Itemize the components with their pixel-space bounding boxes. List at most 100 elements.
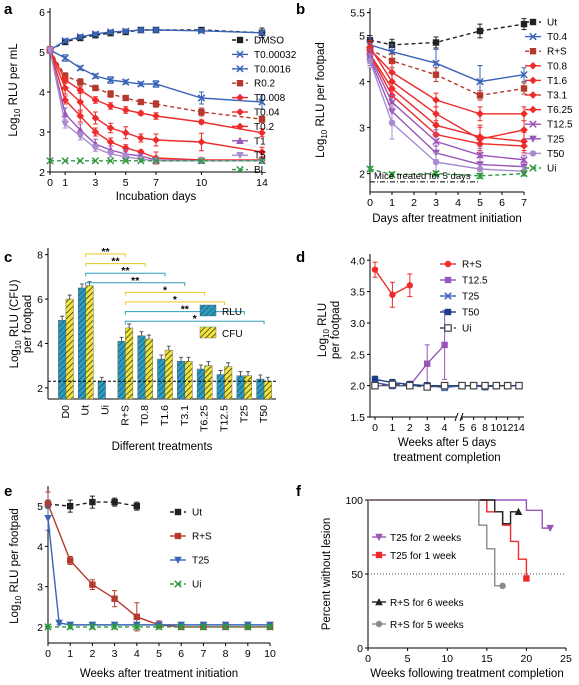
legend-marker xyxy=(529,32,537,41)
legend-marker xyxy=(236,108,244,116)
series-Ui xyxy=(366,165,528,180)
error-bar xyxy=(265,376,270,382)
y-tick-label: 3.5 xyxy=(350,287,365,299)
legend-item: R+S xyxy=(440,260,482,271)
data-point xyxy=(91,96,100,104)
data-point xyxy=(503,381,512,390)
legend-label: T25 xyxy=(192,556,210,567)
x-axis-title: Different treatments xyxy=(112,441,213,453)
x-tick-label: 7 xyxy=(521,197,527,209)
error-bar xyxy=(198,364,203,370)
treatment-annotation: Mice treated for 5 days xyxy=(374,171,471,182)
legend-item: T0.0016 xyxy=(232,64,291,75)
bar xyxy=(117,341,126,400)
legend-label: Ui xyxy=(547,164,556,175)
significance-bracket xyxy=(124,301,225,305)
data-point xyxy=(89,498,96,506)
data-point xyxy=(406,381,414,390)
x-tick-label: 7 xyxy=(153,177,159,189)
data-point xyxy=(137,157,145,165)
y-axis-title: Log10 RLU xyxy=(317,303,331,357)
y-tick-label: 3 xyxy=(359,123,365,135)
legend-item: Ui xyxy=(440,324,471,335)
data-point xyxy=(67,502,74,510)
x-tick-label: 3 xyxy=(433,197,439,209)
data-point xyxy=(199,623,208,631)
data-point xyxy=(244,623,252,631)
panel-c: 2 4 6 8 D0 Ut Ui R+S T0.8 T1.6 T3.1 T6.25 T12.5 T25 T5… xyxy=(9,246,276,453)
significance-label: * xyxy=(163,284,168,296)
data-point xyxy=(91,114,100,122)
data-point xyxy=(137,26,145,34)
y-tick-label: 4.0 xyxy=(350,255,365,267)
series-T0.00032 xyxy=(46,26,266,54)
significance-label: ** xyxy=(181,304,190,316)
series-BL xyxy=(46,157,266,165)
data-point xyxy=(76,126,85,134)
data-point xyxy=(106,157,115,165)
legend-label: T50 xyxy=(547,149,565,160)
x-tick-label: 1 xyxy=(67,648,73,660)
legend-marker xyxy=(236,36,244,44)
legend-marker xyxy=(529,105,537,114)
legend-swatch xyxy=(199,326,217,339)
legend-label: T0.8 xyxy=(547,61,567,72)
x-tick-label: 8 xyxy=(482,422,488,434)
series-line xyxy=(368,499,551,529)
data-point xyxy=(476,172,484,180)
data-point xyxy=(46,157,54,165)
y-tick-label: 5.5 xyxy=(350,8,365,20)
data-point xyxy=(197,27,206,35)
x-tick-label: 4 xyxy=(134,648,140,660)
legend-label: T25 for 2 weeks xyxy=(390,533,461,544)
series-T12.5 xyxy=(371,309,448,390)
x-tick-label: T25 xyxy=(238,405,250,423)
legend-marker xyxy=(174,580,182,588)
x-tick-label: 3 xyxy=(424,422,430,434)
data-point xyxy=(122,94,129,102)
data-point xyxy=(520,169,528,178)
panel-letter-f: f xyxy=(296,483,302,500)
x-tick-label: Ut xyxy=(80,405,92,416)
series-Ui xyxy=(371,380,523,391)
y-tick-label: 2 xyxy=(37,622,43,634)
data-point xyxy=(106,76,115,84)
data-point xyxy=(476,110,484,118)
x-tick-label: 2 xyxy=(407,422,413,434)
data-point xyxy=(406,282,413,289)
data-point xyxy=(111,595,118,602)
data-point xyxy=(546,524,554,533)
data-point xyxy=(121,27,130,35)
legend-marker xyxy=(444,260,452,268)
x-tick-label: Ui xyxy=(100,405,112,415)
data-point xyxy=(388,57,396,65)
data-point xyxy=(177,623,185,631)
data-point xyxy=(266,623,274,631)
x-tick-label: T1.6 xyxy=(159,405,171,426)
x-tick-label: 5 xyxy=(156,648,162,660)
data-point xyxy=(481,381,489,390)
data-point xyxy=(137,134,145,142)
data-point xyxy=(76,33,85,41)
legend-item: R+S xyxy=(170,532,212,543)
legend-marker xyxy=(529,120,537,128)
legend-label: R+S for 6 weeks xyxy=(390,598,464,609)
data-point xyxy=(371,376,379,383)
x-tick-label: 5 xyxy=(459,422,465,434)
legend-marker xyxy=(236,122,244,131)
legend-marker xyxy=(529,164,537,172)
x-tick-label: 0 xyxy=(372,422,378,434)
data-point xyxy=(520,85,528,92)
bar xyxy=(65,298,74,400)
data-point xyxy=(44,623,52,631)
data-point xyxy=(432,39,440,46)
data-point xyxy=(76,157,85,165)
data-point xyxy=(46,46,54,54)
data-point xyxy=(197,94,206,102)
legend-marker xyxy=(236,152,244,160)
legend-label: T25 for 1 week xyxy=(390,551,457,562)
significance-bracket xyxy=(85,282,186,286)
data-point xyxy=(137,109,145,117)
series-T25 xyxy=(366,51,528,172)
bar xyxy=(144,338,153,400)
